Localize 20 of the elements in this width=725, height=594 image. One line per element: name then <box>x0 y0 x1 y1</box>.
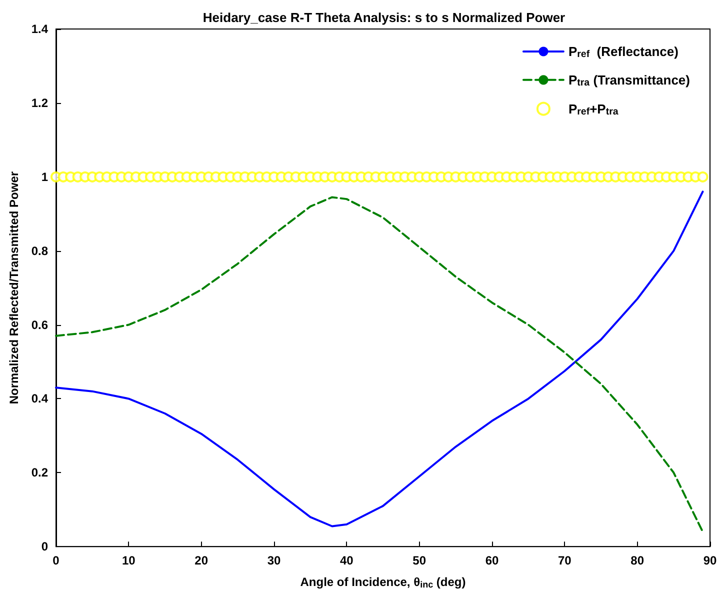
y-tick-label: 1.4 <box>31 22 48 36</box>
y-tick-label: 0.4 <box>31 392 48 406</box>
x-tick-label: 40 <box>340 554 354 568</box>
y-tick-label: 0 <box>41 540 48 554</box>
x-tick-label: 90 <box>703 554 717 568</box>
y-tick-label: 0.2 <box>31 466 48 480</box>
x-tick-label: 80 <box>630 554 644 568</box>
chart-title: Heidary_case R-T Theta Analysis: s to s Normalized Power <box>202 10 566 25</box>
y-tick-label: 0.8 <box>31 244 48 258</box>
x-tick-label: 0 <box>52 554 60 568</box>
y-tick-label: 1 <box>41 170 48 184</box>
x-tick-label: 20 <box>194 554 208 568</box>
x-tick-label: 50 <box>412 554 426 568</box>
y-tick-label: 0.6 <box>31 318 48 332</box>
x-tick-label: 10 <box>122 554 136 568</box>
x-tick-label: 30 <box>267 554 281 568</box>
y-axis-title: Normalized Reflected/Transmitted Power <box>7 171 21 404</box>
y-tick-label: 1.2 <box>31 96 48 110</box>
x-tick-label: 70 <box>558 554 572 568</box>
x-tick-label: 60 <box>485 554 499 568</box>
